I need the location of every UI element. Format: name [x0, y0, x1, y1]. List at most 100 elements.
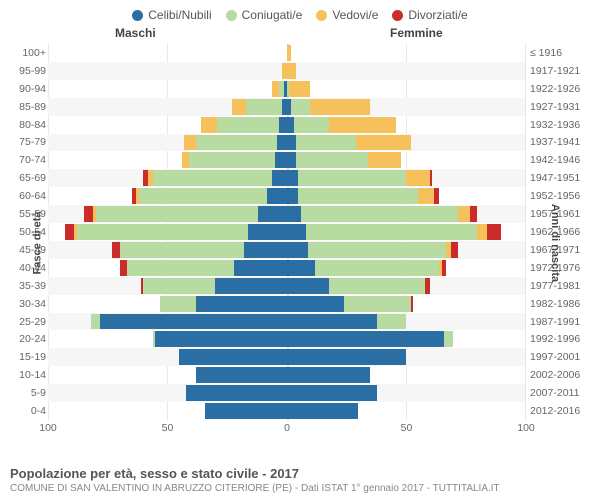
segment-ved: [477, 224, 487, 240]
segment-ved: [310, 99, 370, 115]
bar-female: [287, 81, 526, 97]
segment-cel: [179, 349, 286, 365]
age-tick: 0-4: [2, 405, 46, 417]
birth-tick: 1927-1931: [530, 101, 598, 113]
segment-cel: [205, 403, 286, 419]
bar-female: [287, 63, 526, 79]
segment-ved: [458, 206, 470, 222]
segment-cel: [272, 170, 286, 186]
birth-tick: 1972-1976: [530, 262, 598, 274]
segment-div: [120, 260, 127, 276]
gridline: [525, 44, 526, 420]
x-tick: 0: [284, 422, 290, 434]
bar-male: [48, 45, 287, 61]
age-row: [48, 151, 525, 169]
segment-ved: [287, 63, 297, 79]
birth-tick: 1997-2001: [530, 351, 598, 363]
legend: Celibi/NubiliConiugati/eVedovi/eDivorzia…: [0, 0, 600, 26]
segment-div: [84, 206, 94, 222]
segment-div: [434, 188, 439, 204]
segment-ved: [406, 170, 430, 186]
segment-con: [306, 224, 478, 240]
age-tick: 75-79: [2, 136, 46, 148]
segment-con: [298, 188, 417, 204]
segment-div: [487, 224, 501, 240]
age-row: [48, 259, 525, 277]
segment-cel: [196, 296, 287, 312]
x-tick: 100: [517, 422, 535, 434]
segment-con: [160, 296, 196, 312]
age-row: [48, 402, 525, 420]
age-tick: 35-39: [2, 280, 46, 292]
segment-con: [296, 135, 356, 151]
age-row: [48, 241, 525, 259]
bar-male: [48, 331, 287, 347]
segment-ved: [287, 45, 292, 61]
bar-male: [48, 81, 287, 97]
age-tick: 10-14: [2, 369, 46, 381]
bar-male: [48, 278, 287, 294]
bar-female: [287, 367, 526, 383]
legend-label: Vedovi/e: [332, 8, 378, 22]
bar-female: [287, 170, 526, 186]
age-tick: 55-59: [2, 208, 46, 220]
age-tick: 95-99: [2, 65, 46, 77]
segment-cel: [287, 314, 378, 330]
bar-female: [287, 260, 526, 276]
age-row: [48, 313, 525, 331]
age-row: [48, 62, 525, 80]
bar-female: [287, 331, 526, 347]
birth-tick: 1922-1926: [530, 83, 598, 95]
header-male: Maschi: [115, 26, 156, 40]
segment-cel: [287, 170, 299, 186]
legend-swatch: [132, 10, 143, 21]
birth-tick: ≤ 1916: [530, 47, 598, 59]
segment-con: [217, 117, 279, 133]
birth-tick: 2002-2006: [530, 369, 598, 381]
segment-cel: [258, 206, 287, 222]
bar-male: [48, 63, 287, 79]
age-row: [48, 295, 525, 313]
x-tick: 50: [401, 422, 413, 434]
legend-label: Divorziati/e: [408, 8, 467, 22]
age-row: [48, 116, 525, 134]
segment-cel: [287, 135, 297, 151]
segment-div: [442, 260, 447, 276]
x-tick: 100: [39, 422, 57, 434]
legend-label: Celibi/Nubili: [148, 8, 211, 22]
segment-cel: [275, 152, 287, 168]
segment-cel: [196, 367, 287, 383]
segment-cel: [287, 152, 297, 168]
segment-ved: [418, 188, 435, 204]
birth-tick: 1982-1986: [530, 298, 598, 310]
chart-title: Popolazione per età, sesso e stato civil…: [10, 466, 590, 481]
segment-con: [246, 99, 282, 115]
bar-male: [48, 314, 287, 330]
segment-con: [377, 314, 406, 330]
segment-con: [96, 206, 258, 222]
legend-swatch: [316, 10, 327, 21]
segment-ved: [272, 81, 279, 97]
segment-ved: [329, 117, 396, 133]
segment-cel: [287, 117, 294, 133]
bar-female: [287, 385, 526, 401]
segment-cel: [287, 367, 370, 383]
segment-ved: [232, 99, 246, 115]
bar-male: [48, 135, 287, 151]
segment-con: [153, 170, 272, 186]
age-tick: 5-9: [2, 387, 46, 399]
birth-tick: 1977-1981: [530, 280, 598, 292]
segment-div: [425, 278, 430, 294]
age-tick: 45-49: [2, 244, 46, 256]
birth-tick: 1937-1941: [530, 136, 598, 148]
age-row: [48, 187, 525, 205]
age-row: [48, 205, 525, 223]
segment-div: [470, 206, 477, 222]
segment-con: [296, 152, 368, 168]
age-row: [48, 44, 525, 62]
segment-con: [298, 170, 405, 186]
age-tick: 15-19: [2, 351, 46, 363]
segment-cel: [234, 260, 286, 276]
age-row: [48, 169, 525, 187]
bar-male: [48, 152, 287, 168]
